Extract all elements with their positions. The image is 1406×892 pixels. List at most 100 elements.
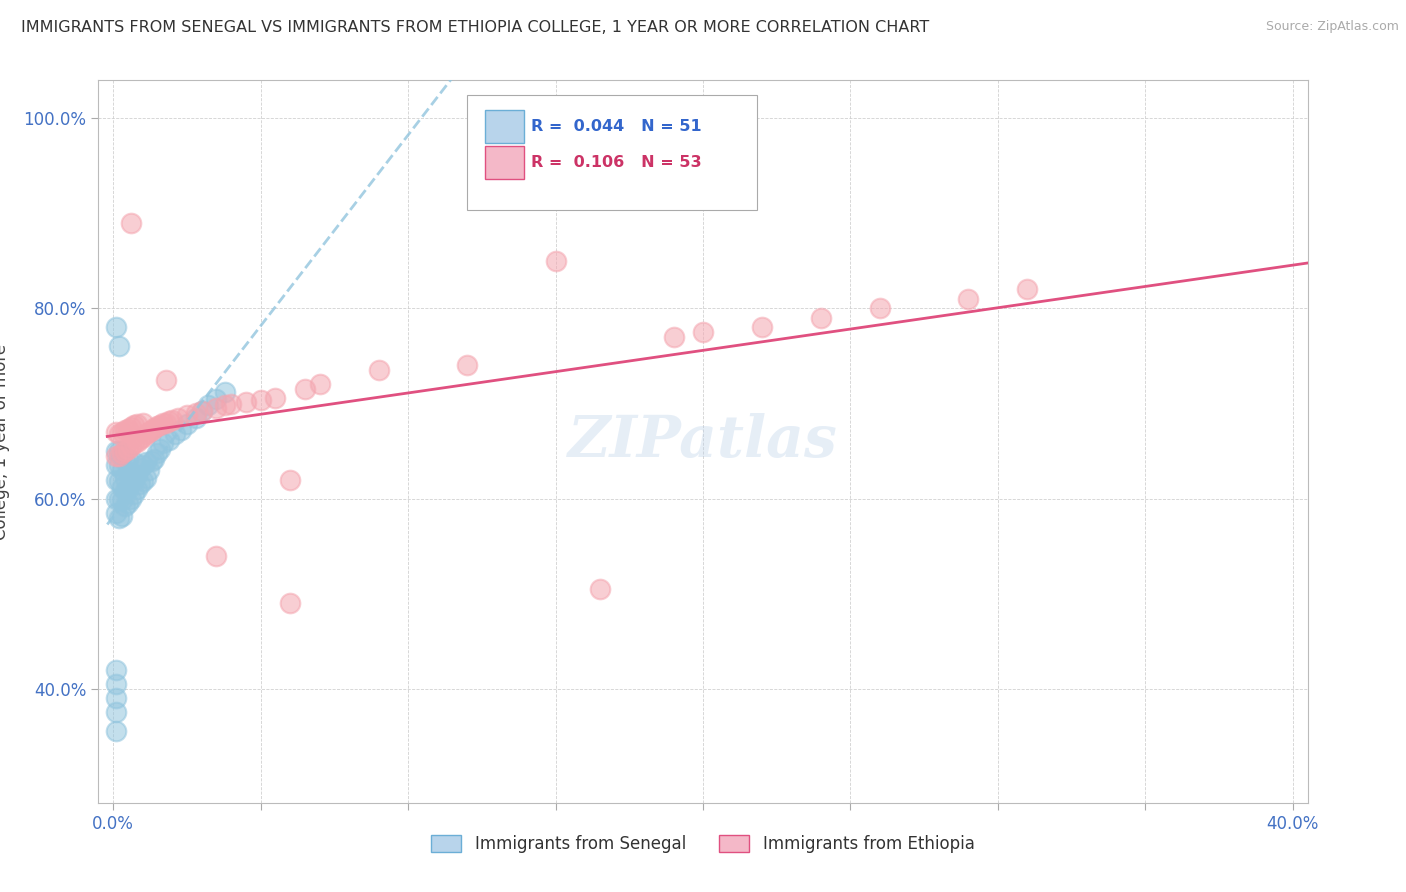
Point	[308, 377, 330, 392]
Point	[205, 401, 228, 416]
Point	[157, 414, 180, 428]
Point	[108, 510, 131, 524]
Point	[125, 434, 148, 449]
Point	[249, 392, 271, 407]
Point	[122, 473, 145, 487]
Point	[367, 363, 389, 377]
Point	[117, 465, 139, 479]
FancyBboxPatch shape	[485, 110, 524, 143]
Point	[117, 496, 139, 510]
Point	[184, 410, 207, 425]
Point	[120, 439, 142, 453]
Point	[105, 449, 128, 463]
Point	[105, 706, 128, 720]
Point	[131, 475, 153, 489]
Point	[111, 480, 134, 494]
Point	[120, 475, 142, 489]
Text: R =  0.044   N = 51: R = 0.044 N = 51	[531, 119, 702, 134]
Point	[146, 446, 169, 460]
Point	[165, 426, 187, 441]
Point	[138, 425, 160, 439]
Point	[105, 473, 128, 487]
Point	[278, 596, 301, 610]
Point	[149, 418, 172, 433]
Point	[122, 487, 145, 501]
Point	[125, 467, 148, 482]
Point	[131, 430, 153, 444]
Point	[957, 292, 980, 306]
Point	[176, 408, 198, 422]
Point	[692, 325, 714, 339]
FancyBboxPatch shape	[467, 95, 758, 211]
Point	[589, 582, 612, 596]
Point	[125, 417, 148, 432]
Point	[214, 385, 236, 400]
Point	[108, 426, 131, 441]
Point	[128, 432, 150, 446]
Y-axis label: College, 1 year or more: College, 1 year or more	[0, 343, 10, 540]
Point	[131, 416, 153, 430]
Point	[105, 677, 128, 691]
Point	[122, 436, 145, 450]
Point	[143, 421, 166, 435]
Text: R =  0.106   N = 53: R = 0.106 N = 53	[531, 155, 702, 170]
Point	[190, 404, 212, 418]
Point	[294, 382, 316, 396]
Point	[114, 453, 136, 467]
Point	[160, 412, 183, 426]
Point	[114, 483, 136, 498]
Text: Source: ZipAtlas.com: Source: ZipAtlas.com	[1265, 20, 1399, 33]
Point	[662, 330, 685, 344]
Point	[111, 449, 134, 463]
Point	[105, 691, 128, 706]
Point	[205, 392, 228, 406]
Point	[152, 436, 174, 450]
Point	[170, 423, 193, 437]
Point	[141, 423, 163, 437]
Point	[114, 423, 136, 437]
Point	[117, 451, 139, 466]
Point	[152, 417, 174, 431]
Point	[456, 359, 478, 373]
Point	[135, 471, 157, 485]
Point	[544, 254, 567, 268]
Point	[235, 394, 257, 409]
Point	[120, 491, 142, 506]
Point	[105, 506, 128, 520]
Text: IMMIGRANTS FROM SENEGAL VS IMMIGRANTS FROM ETHIOPIA COLLEGE, 1 YEAR OR MORE CORR: IMMIGRANTS FROM SENEGAL VS IMMIGRANTS FR…	[21, 20, 929, 35]
Point	[105, 724, 128, 739]
Point	[176, 417, 198, 432]
Point	[122, 455, 145, 469]
Point	[117, 482, 139, 496]
Point	[146, 419, 169, 434]
Point	[111, 493, 134, 508]
Point	[117, 422, 139, 436]
Point	[105, 425, 128, 439]
Point	[167, 410, 190, 425]
Point	[114, 499, 136, 513]
Point	[105, 444, 128, 458]
Point	[108, 491, 131, 506]
Point	[108, 444, 131, 458]
Point	[1017, 282, 1039, 296]
Point	[138, 463, 160, 477]
Point	[149, 442, 172, 457]
Text: ZIPatlas: ZIPatlas	[568, 413, 838, 470]
Point	[128, 477, 150, 491]
Point	[869, 301, 891, 316]
Point	[120, 216, 142, 230]
Point	[125, 482, 148, 496]
Point	[108, 339, 131, 353]
Point	[105, 663, 128, 677]
Point	[114, 471, 136, 485]
Point	[190, 404, 212, 418]
FancyBboxPatch shape	[485, 146, 524, 179]
Point	[157, 433, 180, 447]
Point	[117, 442, 139, 457]
Point	[197, 398, 219, 412]
Point	[135, 455, 157, 469]
Point	[143, 451, 166, 466]
Point	[128, 461, 150, 475]
Point	[264, 391, 287, 405]
Point	[108, 449, 131, 463]
